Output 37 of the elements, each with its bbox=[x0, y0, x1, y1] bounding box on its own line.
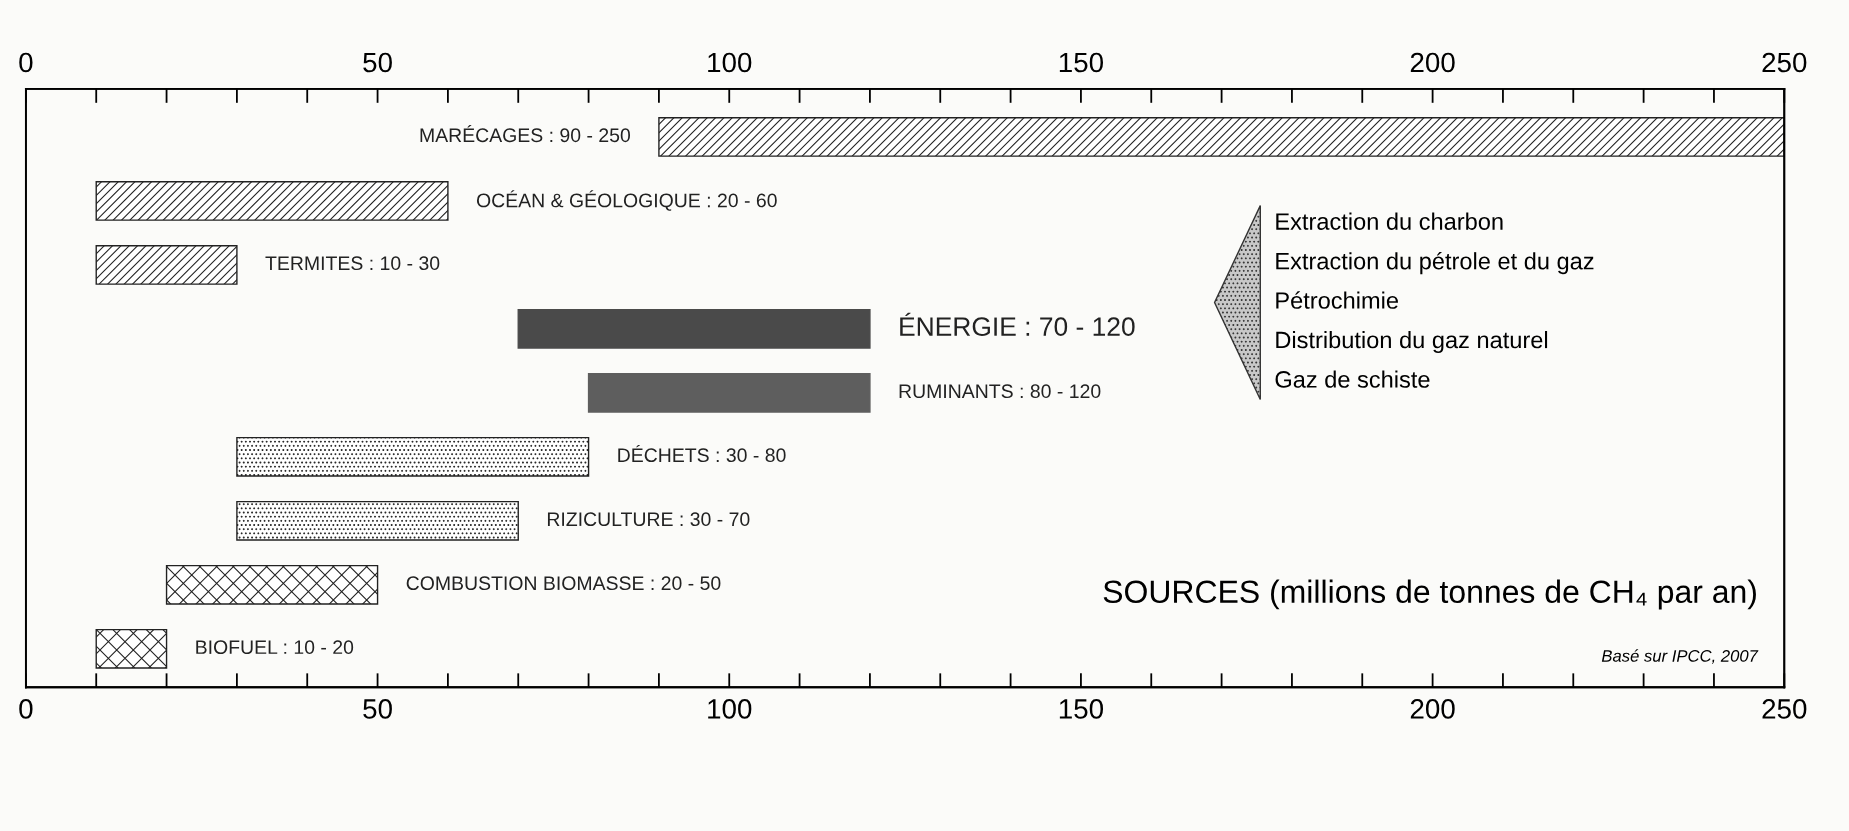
x-tick-label: 150 bbox=[1059, 699, 1104, 719]
y-tick-label: RIZICULTURE : 30 - 70 bbox=[547, 512, 750, 527]
x2-tick-label: 150 bbox=[1059, 52, 1104, 73]
y-tick-label: COMBUSTION BIOMASSE : 20 - 50 bbox=[406, 576, 721, 591]
y-tick-label: ÉNERGIE : 70 - 120 bbox=[900, 312, 1135, 336]
bar bbox=[236, 436, 590, 477]
annotation: Extraction du charbon bbox=[1276, 212, 1503, 230]
x2-tick-label: 0 bbox=[19, 52, 33, 73]
bar bbox=[658, 117, 1785, 157]
annotation: Gaz de schiste bbox=[1275, 370, 1430, 388]
y-tick-label: MARÉCAGES : 90 - 250 bbox=[420, 125, 631, 143]
x-tick-label: 100 bbox=[708, 699, 752, 719]
annotation: Distribution du gaz naturel bbox=[1276, 331, 1548, 354]
y-tick-label: OCÉAN & GÉOLOGIQUE : 20 - 60 bbox=[476, 190, 777, 211]
x2-tick-label: 200 bbox=[1410, 52, 1455, 73]
bar bbox=[236, 500, 519, 541]
y-tick-label: RUMINANTS : 80 - 120 bbox=[899, 384, 1101, 399]
annotation: Pétrochimie bbox=[1276, 291, 1398, 309]
annotation: Extraction du pétrole et du gaz bbox=[1276, 251, 1594, 275]
y-tick-label: DÉCHETS : 30 - 80 bbox=[618, 445, 786, 463]
text: SOURCES (millions de tonnes de CH₄ par an) bbox=[1103, 579, 1756, 610]
y-tick-label: BIOFUEL : 10 - 20 bbox=[196, 640, 354, 655]
x2-tick-label: 50 bbox=[363, 52, 392, 73]
bar bbox=[165, 564, 379, 605]
x-tick-label: 0 bbox=[19, 699, 33, 719]
x-tick-label: 50 bbox=[363, 699, 392, 719]
annotation: Basé sur IPCC, 2007 bbox=[1601, 649, 1759, 664]
x2-tick-label: 100 bbox=[708, 52, 752, 73]
bar bbox=[517, 308, 871, 349]
bar bbox=[95, 628, 168, 669]
bar bbox=[95, 245, 238, 285]
x-tick-label: 250 bbox=[1762, 699, 1807, 719]
bar bbox=[95, 181, 449, 221]
y-tick-label: TERMITES : 10 - 30 bbox=[265, 256, 440, 271]
x2-tick-label: 250 bbox=[1762, 52, 1807, 73]
x-tick-label: 200 bbox=[1410, 699, 1455, 719]
bar bbox=[587, 372, 871, 413]
